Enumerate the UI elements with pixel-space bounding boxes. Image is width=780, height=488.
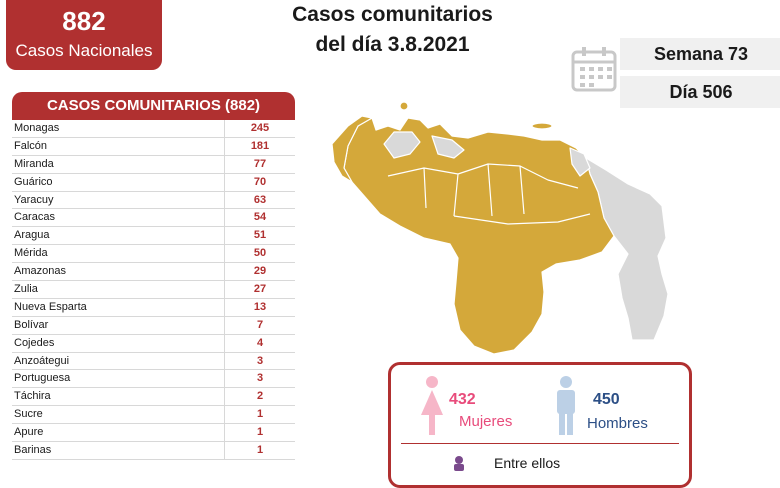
state-cases: 70 — [253, 175, 267, 188]
table-row: Bolívar 7 — [12, 316, 295, 335]
state-name: Nueva Esparta — [12, 298, 225, 316]
gender-divider — [401, 443, 679, 444]
state-cases: 1 — [256, 408, 264, 421]
men-label: Hombres — [587, 415, 648, 432]
day-box: Día 506 — [620, 76, 780, 108]
table-row: Anzoátegui 3 — [12, 352, 295, 371]
state-cases: 3 — [256, 354, 264, 367]
state-name: Falcón — [12, 137, 225, 155]
state-name: Sucre — [12, 406, 225, 424]
state-cases: 50 — [253, 247, 267, 260]
state-cases: 54 — [253, 211, 267, 224]
table-row: Táchira 2 — [12, 388, 295, 407]
table-row: Apure 1 — [12, 424, 295, 443]
map-region-main — [343, 117, 615, 355]
person-icon — [454, 456, 464, 471]
table-row: Amazonas 29 — [12, 263, 295, 282]
state-name: Apure — [12, 424, 225, 442]
women-count: 432 — [449, 391, 476, 408]
cases-table-title: CASOS COMUNITARIOS (882) — [12, 92, 295, 120]
map-region-margarita — [531, 122, 553, 130]
women-label: Mujeres — [459, 413, 513, 430]
venezuela-map — [331, 101, 668, 355]
state-name: Guárico — [12, 173, 225, 191]
state-name: Cojedes — [12, 334, 225, 352]
map-region-lake — [383, 131, 421, 159]
state-name: Yaracuy — [12, 191, 225, 209]
men-count: 450 — [593, 391, 620, 408]
state-name: Bolívar — [12, 316, 225, 334]
state-name: Miranda — [12, 155, 225, 173]
calendar-icon — [571, 47, 617, 92]
table-row: Portuguesa 3 — [12, 370, 295, 389]
national-cases-count: 882 — [62, 6, 106, 36]
state-cases: 245 — [250, 122, 270, 134]
table-row: Miranda 77 — [12, 155, 295, 174]
title-line-2: del día 3.8.2021 — [315, 33, 470, 56]
table-row: Guárico 70 — [12, 173, 295, 192]
state-cases: 4 — [256, 336, 264, 349]
map-region-island — [399, 101, 409, 111]
national-cases-label: Casos Nacionales — [15, 41, 153, 60]
state-cases: 1 — [256, 444, 264, 457]
state-name: Barinas — [12, 442, 225, 459]
table-row: Caracas 54 — [12, 209, 295, 228]
state-cases: 13 — [253, 300, 267, 313]
state-name: Monagas — [12, 120, 225, 137]
state-name: Portuguesa — [12, 370, 225, 388]
table-row: Barinas 1 — [12, 442, 295, 460]
table-row: Monagas 245 — [12, 120, 295, 138]
map-region-zulia — [331, 115, 373, 183]
among-label: Entre ellos — [494, 455, 561, 471]
state-cases: 7 — [256, 318, 264, 331]
table-row: Sucre 1 — [12, 406, 295, 425]
man-icon — [557, 376, 575, 435]
state-cases: 181 — [250, 139, 270, 152]
table-row: Zulia 27 — [12, 281, 295, 299]
map-region-east — [569, 147, 591, 177]
state-cases: 77 — [253, 157, 267, 170]
state-cases: 2 — [256, 390, 264, 403]
state-name: Amazonas — [12, 263, 225, 281]
state-cases: 1 — [256, 426, 264, 439]
state-cases: 27 — [253, 283, 267, 296]
cases-table: CASOS COMUNITARIOS (882) Monagas 245 Falcó… — [12, 92, 295, 460]
table-row: Nueva Esparta 13 — [12, 298, 295, 317]
state-name: Zulia — [12, 281, 225, 298]
woman-icon — [421, 376, 443, 435]
table-row: Yaracuy 63 — [12, 191, 295, 210]
table-row: Falcón 181 — [12, 137, 295, 156]
page-title: Casos comunitarios del día 3.8.2021 — [255, 0, 530, 60]
state-cases: 51 — [253, 229, 267, 242]
map-region-north — [431, 135, 465, 159]
table-row: Aragua 51 — [12, 227, 295, 246]
state-cases: 3 — [256, 372, 264, 385]
state-name: Táchira — [12, 388, 225, 406]
cases-table-body: Monagas 245 Falcón 181 Miranda 77 Guárico 70 Yar… — [12, 120, 295, 460]
state-name: Caracas — [12, 209, 225, 227]
title-line-1: Casos comunitarios — [292, 3, 493, 26]
week-box: Semana 73 — [620, 38, 780, 70]
state-name: Mérida — [12, 245, 225, 263]
gender-box: 432 Mujeres 450 Hombres Entre ellos — [388, 362, 692, 488]
national-cases-box: 882 Casos Nacionales — [6, 0, 162, 70]
state-cases: 63 — [253, 193, 267, 206]
table-row: Cojedes 4 — [12, 334, 295, 353]
table-row: Mérida 50 — [12, 245, 295, 264]
state-cases: 29 — [253, 265, 267, 278]
state-name: Aragua — [12, 227, 225, 245]
state-name: Anzoátegui — [12, 352, 225, 370]
